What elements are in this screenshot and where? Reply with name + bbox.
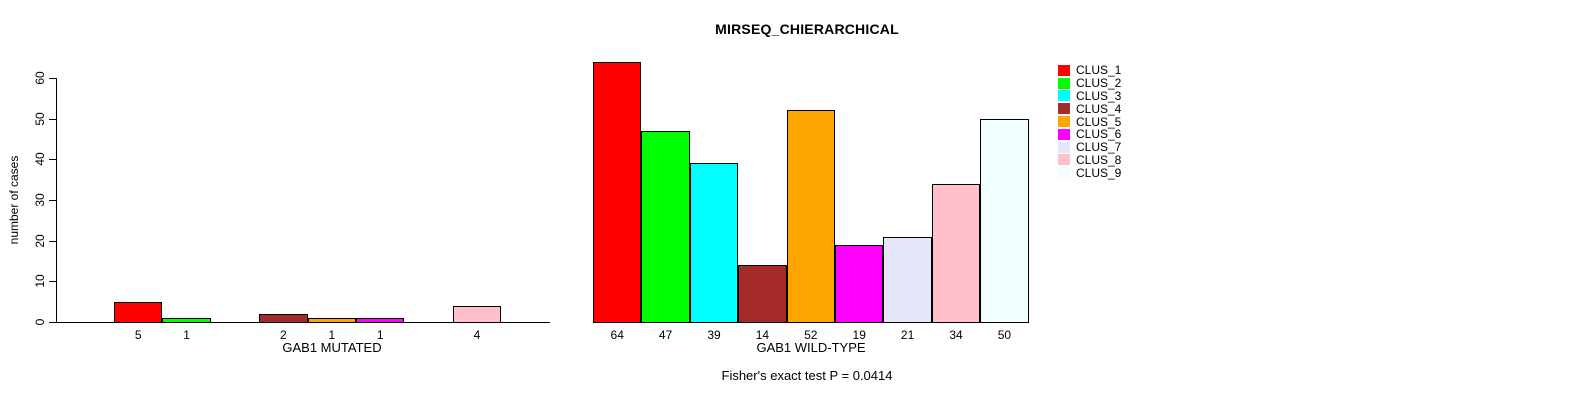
legend-label: CLUS_2 — [1076, 76, 1122, 91]
bar-clus_2 — [641, 130, 690, 323]
bar-clus_8 — [931, 183, 981, 323]
y-axis-tick — [49, 240, 56, 242]
legend-swatch-icon — [1058, 167, 1070, 179]
legend-item-clus_8: CLUS_8 — [1058, 154, 1121, 167]
legend-label: CLUS_4 — [1076, 101, 1122, 116]
bar-value-label: 47 — [658, 328, 673, 342]
bar-clus_9 — [980, 118, 1029, 323]
bar-clus_5 — [786, 110, 835, 323]
bar-value-label: 52 — [804, 328, 818, 342]
bar-value-label: 39 — [707, 328, 721, 342]
y-axis-tick — [49, 199, 56, 201]
bar-value-label: 1 — [376, 328, 384, 342]
y-axis-tick-label: 0 — [33, 318, 47, 326]
y-axis-tick-label: 60 — [33, 71, 47, 85]
bar-value-label: 2 — [280, 328, 287, 342]
fisher-exact-test-annotation: Fisher's exact test P = 0.0414 — [721, 368, 893, 383]
legend-label: CLUS_8 — [1076, 152, 1122, 167]
bar-value-label: 5 — [134, 328, 142, 342]
y-axis-tick — [49, 159, 56, 161]
legend-item-clus_9: CLUS_9 — [1058, 166, 1121, 179]
legend-swatch-icon — [1058, 141, 1070, 153]
y-axis-tick-label: 20 — [33, 233, 47, 248]
bar-value-label: 1 — [328, 328, 336, 342]
y-axis-tick-label: 10 — [33, 274, 47, 288]
chart-title: MIRSEQ_CHIERARCHICAL — [715, 21, 899, 37]
y-axis-tick — [49, 281, 56, 283]
x-axis-label-gab1-mutated: GAB1 MUTATED — [282, 340, 382, 355]
legend-item-clus_2: CLUS_2 — [1058, 77, 1121, 90]
bar-value-label: 21 — [900, 328, 915, 342]
legend-item-clus_4: CLUS_4 — [1058, 102, 1121, 115]
y-axis-tick — [49, 322, 56, 323]
legend-item-clus_5: CLUS_5 — [1058, 115, 1121, 128]
legend-item-clus_6: CLUS_6 — [1058, 128, 1121, 141]
y-axis-tick-label: 40 — [33, 152, 47, 166]
legend-label: CLUS_1 — [1076, 63, 1122, 78]
bar-clus_8 — [452, 305, 502, 323]
bar-clus_3 — [689, 163, 739, 323]
y-axis-line — [56, 77, 57, 323]
legend-label: CLUS_7 — [1076, 140, 1122, 155]
legend-item-clus_7: CLUS_7 — [1058, 141, 1121, 154]
bar-clus_6 — [356, 317, 405, 323]
bar-clus_2 — [162, 317, 211, 323]
bar-clus_5 — [307, 317, 356, 323]
legend-swatch-icon — [1058, 90, 1070, 102]
cluster-legend: CLUS_1 CLUS_2 CLUS_3 CLUS_4 CLUS_5 CLUS_6 CLUS… — [1058, 64, 1121, 179]
bar-value-label: 14 — [755, 328, 770, 342]
legend-label: CLUS_9 — [1076, 165, 1122, 180]
legend-label: CLUS_5 — [1076, 114, 1122, 129]
y-axis-tick — [49, 118, 56, 120]
bar-clus_1 — [593, 61, 642, 323]
bar-value-label: 4 — [473, 328, 481, 342]
y-axis-tick — [49, 77, 56, 79]
legend-swatch-icon — [1058, 103, 1070, 115]
bar-value-label: 1 — [183, 328, 190, 342]
legend-item-clus_1: CLUS_1 — [1058, 64, 1121, 77]
y-axis-title: number of cases — [7, 155, 21, 245]
bar-value-label: 19 — [852, 328, 866, 342]
legend-swatch-icon — [1058, 64, 1070, 76]
bar-clus_4 — [259, 313, 308, 323]
y-axis-tick-label: 30 — [33, 193, 47, 207]
bar-value-label: 64 — [610, 328, 624, 342]
bar-clus_4 — [738, 265, 787, 323]
x-axis-label-gab1-wild-type: GAB1 WILD-TYPE — [756, 340, 866, 355]
bar-value-label: 50 — [997, 328, 1012, 342]
y-axis-tick-label: 50 — [33, 111, 47, 126]
bar-clus_1 — [114, 301, 163, 323]
legend-label: CLUS_6 — [1076, 127, 1122, 142]
legend-swatch-icon — [1058, 154, 1070, 166]
bar-clus_7 — [883, 236, 932, 323]
bar-clus_6 — [835, 244, 884, 323]
legend-swatch-icon — [1058, 128, 1070, 140]
bar-value-label: 34 — [949, 328, 963, 342]
legend-item-clus_3: CLUS_3 — [1058, 90, 1121, 103]
legend-swatch-icon — [1058, 116, 1070, 128]
legend-label: CLUS_3 — [1076, 88, 1122, 103]
legend-swatch-icon — [1058, 77, 1070, 89]
